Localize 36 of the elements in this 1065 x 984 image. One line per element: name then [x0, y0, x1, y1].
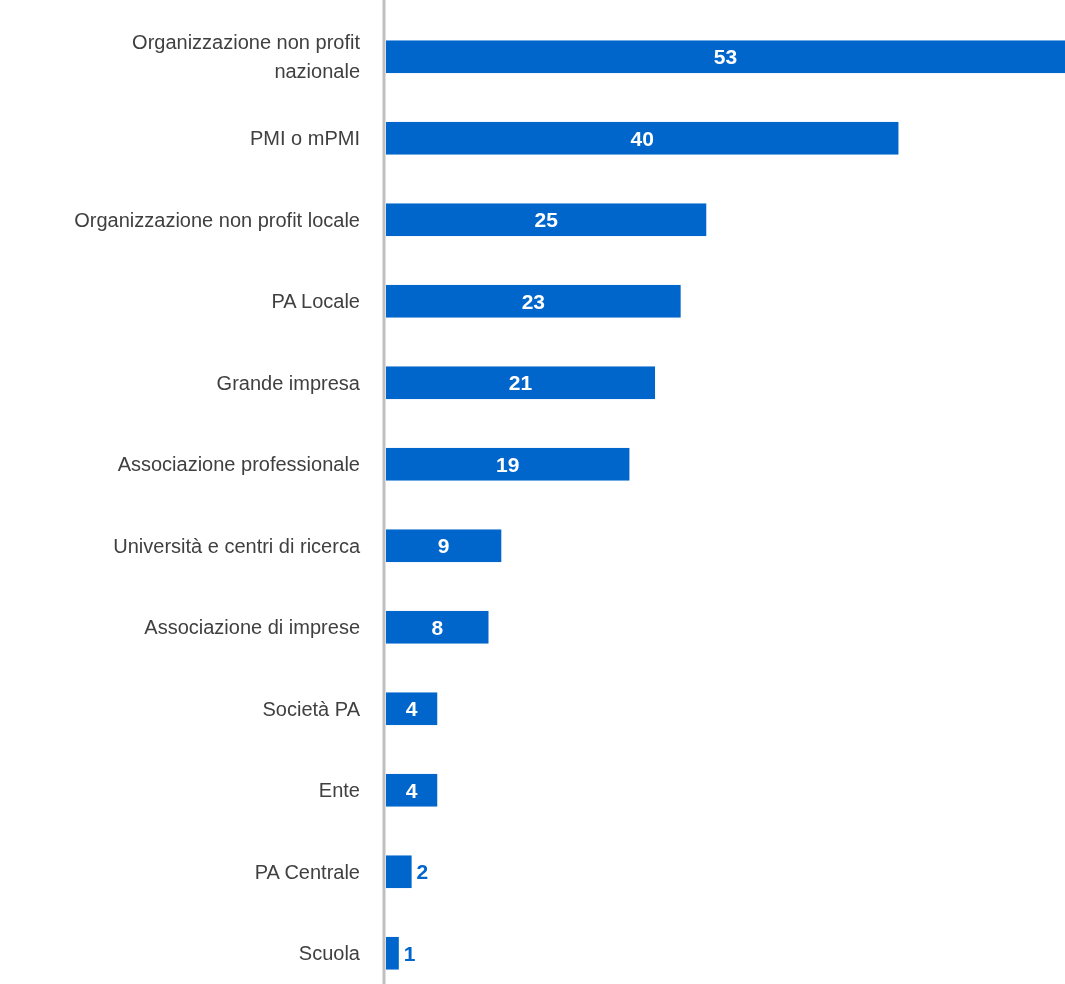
- data-label: 4: [405, 778, 418, 802]
- bar: [386, 855, 412, 889]
- data-label: 21: [508, 371, 533, 395]
- y-tick-label: Grande impresa: [216, 371, 361, 394]
- bar: [386, 773, 438, 807]
- bar: [386, 40, 1065, 74]
- data-label: 4: [405, 697, 418, 721]
- bar: [386, 610, 489, 644]
- y-tick-label: PA Centrale: [254, 860, 360, 883]
- data-label: 1: [403, 941, 416, 965]
- bar: [386, 692, 438, 726]
- y-tick-label: Società PA: [262, 697, 361, 720]
- data-label: 53: [713, 45, 738, 69]
- data-label: 2: [416, 860, 429, 884]
- y-tick-label: PMI o mPMI: [249, 127, 360, 150]
- bar: [386, 203, 707, 237]
- bar: [386, 366, 656, 400]
- bar: [386, 447, 630, 481]
- y-tick-label: Organizzazione non profit locale: [74, 208, 360, 231]
- bar: [386, 284, 681, 318]
- y-tick-label: Università e centri di ricerca: [113, 534, 361, 557]
- y-tick-label: Scuola: [298, 942, 361, 965]
- y-tick-label: Associazione professionale: [117, 453, 360, 476]
- y-tick-label: Organizzazione non profit nazionale: [132, 31, 361, 83]
- bar: [386, 121, 899, 155]
- data-label: 8: [431, 615, 444, 639]
- data-label: 40: [630, 126, 654, 150]
- data-label: 9: [437, 534, 450, 558]
- y-tick-label: PA Locale: [271, 290, 360, 313]
- data-label: 19: [496, 452, 520, 476]
- y-tick-label: Associazione di imprese: [144, 616, 360, 639]
- y-tick-label: Ente: [318, 779, 360, 802]
- bar: [386, 529, 502, 563]
- data-label: 25: [534, 208, 559, 232]
- bar: [386, 936, 399, 970]
- data-label: 23: [521, 289, 546, 313]
